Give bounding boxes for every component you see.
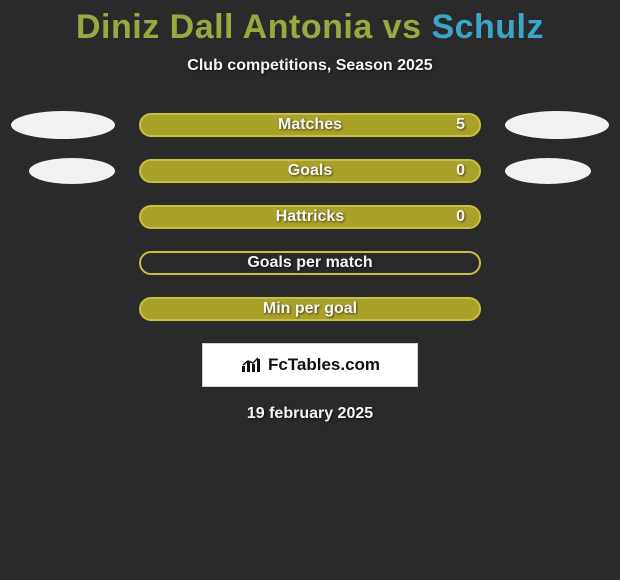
stat-label: Min per goal bbox=[263, 300, 357, 318]
brand-text: FcTables.com bbox=[268, 355, 380, 375]
stat-label: Goals bbox=[288, 162, 332, 180]
stat-bar: Matches 5 bbox=[139, 113, 481, 137]
stat-bar: Min per goal bbox=[139, 297, 481, 321]
player-ellipse-right bbox=[505, 158, 591, 184]
date-text: 19 february 2025 bbox=[0, 405, 620, 423]
title-player-left: Diniz Dall Antonia vs bbox=[76, 8, 431, 46]
stat-label: Hattricks bbox=[276, 208, 344, 226]
stat-bar: Goals 0 bbox=[139, 159, 481, 183]
stat-row: Goals 0 bbox=[0, 159, 620, 183]
stat-bar: Hattricks 0 bbox=[139, 205, 481, 229]
stat-value: 0 bbox=[456, 162, 465, 180]
title-player-right: Schulz bbox=[431, 8, 544, 46]
brand-box: FcTables.com bbox=[202, 343, 418, 387]
stat-row: Min per goal bbox=[0, 297, 620, 321]
page-title: Diniz Dall Antonia vs Schulz bbox=[0, 0, 620, 47]
title-left: Diniz Dall Antonia vs Schulz bbox=[76, 8, 544, 46]
stat-row: Hattricks 0 bbox=[0, 205, 620, 229]
stat-row: Matches 5 bbox=[0, 113, 620, 137]
stat-value: 5 bbox=[456, 116, 465, 134]
stat-label: Matches bbox=[278, 116, 342, 134]
stat-rows: Matches 5 Goals 0 Hattricks 0 Goals per match M… bbox=[0, 113, 620, 321]
stat-value: 0 bbox=[456, 208, 465, 226]
player-ellipse-left bbox=[29, 158, 115, 184]
subtitle: Club competitions, Season 2025 bbox=[0, 57, 620, 75]
brand-chart-icon bbox=[240, 356, 262, 374]
player-ellipse-right bbox=[505, 111, 609, 139]
stat-label: Goals per match bbox=[247, 254, 372, 272]
stat-row: Goals per match bbox=[0, 251, 620, 275]
player-ellipse-left bbox=[11, 111, 115, 139]
stat-bar: Goals per match bbox=[139, 251, 481, 275]
